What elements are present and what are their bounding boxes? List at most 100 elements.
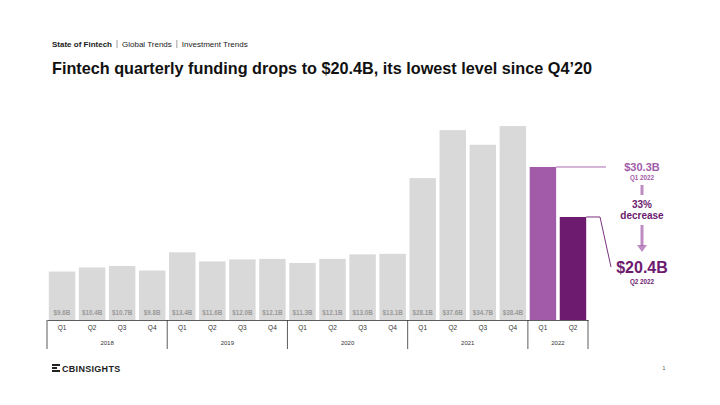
group-divider <box>407 320 408 349</box>
x-tick: Q1 <box>178 320 187 332</box>
arrow-head <box>637 245 647 252</box>
x-axis: Q1 Q2 Q3 Q4 Q1 Q2 Q3 Q4 Q1 Q2 Q3 Q4 Q1 Q2 Q3 Q4 Q1 Q2 <box>48 320 589 332</box>
x-tick-label: Q4 <box>388 324 397 332</box>
x-tick-label: Q3 <box>358 324 367 332</box>
x-tick-label: Q1 <box>58 324 67 332</box>
data-label: $11.6B <box>202 309 222 317</box>
bar <box>79 267 105 320</box>
data-label: $10.4B <box>82 309 103 317</box>
x-tick: Q2 <box>88 320 97 332</box>
x-tick-label: Q1 <box>418 324 427 332</box>
bar <box>530 167 556 320</box>
logo-icon <box>52 364 60 366</box>
change-label: decrease <box>620 210 664 221</box>
header-separator <box>117 40 118 48</box>
data-label: $13.1B <box>382 309 403 317</box>
x-tick-label: Q1 <box>178 324 187 332</box>
x-tick-label: Q2 <box>448 324 457 332</box>
data-label: $9.6B <box>54 309 71 317</box>
bar <box>440 130 466 320</box>
bar <box>470 145 496 320</box>
data-label: $13.0B <box>352 309 373 317</box>
x-tick-label: Q2 <box>88 324 97 332</box>
group-divider <box>47 320 48 349</box>
group-divider <box>588 320 589 349</box>
arrow-shaft <box>641 185 644 195</box>
data-label: $9.8B <box>144 309 161 317</box>
header-item: State of Fintech <box>52 40 112 49</box>
page-number: 1 <box>662 365 666 371</box>
logo-icon <box>52 367 57 369</box>
group-label: 2021 <box>461 340 475 346</box>
x-tick-label: Q1 <box>298 324 307 332</box>
x-tick: Q2 <box>448 320 457 332</box>
bar <box>560 217 586 320</box>
x-axis-line <box>48 320 589 321</box>
x-tick-label: Q3 <box>118 324 127 332</box>
x-tick: Q1 <box>539 320 548 332</box>
bar <box>49 272 75 320</box>
x-tick: Q1 <box>298 320 307 332</box>
x-tick: Q2 <box>328 320 337 332</box>
x-tick: Q4 <box>509 320 518 332</box>
x-tick-label: Q2 <box>328 324 337 332</box>
callouts: $30.3BQ1 2022$20.4BQ2 202233%decrease <box>556 161 668 286</box>
bar <box>169 252 195 320</box>
callout-sublabel: Q2 2022 <box>630 278 655 286</box>
x-tick: Q3 <box>238 320 247 332</box>
data-label: $12.0B <box>232 309 253 317</box>
bar <box>409 178 435 320</box>
bar <box>319 259 345 320</box>
data-label: $10.7B <box>112 309 133 317</box>
x-groups: 20182019202020212022 <box>47 320 588 349</box>
x-tick-label: Q2 <box>208 324 217 332</box>
x-tick: Q4 <box>268 320 277 332</box>
group-label: 2019 <box>221 340 235 346</box>
data-label: $37.6B <box>443 309 464 317</box>
x-tick: Q2 <box>208 320 217 332</box>
x-tick-label: Q4 <box>268 324 277 332</box>
data-label: $11.3B <box>292 309 312 317</box>
logo: CBINSIGHTS <box>52 364 121 374</box>
x-tick-label: Q2 <box>569 324 578 332</box>
x-tick-label: Q1 <box>539 324 548 332</box>
bars <box>49 126 586 320</box>
x-tick-label: Q3 <box>238 324 247 332</box>
bar <box>379 254 405 320</box>
callout-line <box>556 166 606 167</box>
arrow-shaft <box>641 225 644 246</box>
chart-svg: State of FintechGlobal TrendsInvestment … <box>0 0 720 405</box>
group-divider <box>287 320 288 349</box>
x-tick: Q3 <box>478 320 487 332</box>
logo-icon <box>52 370 60 372</box>
chart-container: State of FintechGlobal TrendsInvestment … <box>0 0 720 405</box>
x-tick-label: Q4 <box>509 324 518 332</box>
x-tick: Q4 <box>388 320 397 332</box>
x-tick: Q1 <box>58 320 67 332</box>
bar <box>500 126 526 320</box>
bar <box>139 271 165 320</box>
callout-sublabel: Q1 2022 <box>630 174 655 182</box>
callout-value: $20.4B <box>616 259 668 276</box>
bar <box>259 259 285 320</box>
x-tick: Q4 <box>148 320 157 332</box>
group-label: 2020 <box>341 340 355 346</box>
bar <box>199 261 225 320</box>
x-tick: Q3 <box>118 320 127 332</box>
callout-line <box>586 217 611 267</box>
logo-text: CBINSIGHTS <box>62 364 121 374</box>
data-label: $12.1B <box>262 309 283 317</box>
x-tick-label: Q4 <box>148 324 157 332</box>
data-label: $12.1B <box>322 309 343 317</box>
data-label: $34.7B <box>473 309 494 317</box>
x-tick: Q3 <box>358 320 367 332</box>
header-item: Global Trends <box>122 40 172 49</box>
x-tick: Q2 <box>569 320 578 332</box>
bar <box>349 254 375 320</box>
group-label: 2022 <box>551 340 565 346</box>
title: Fintech quarterly funding drops to $20.4… <box>52 59 592 78</box>
bar <box>109 266 135 320</box>
group-divider <box>527 320 528 349</box>
data-label: $28.1B <box>413 309 434 317</box>
x-tick-label: Q3 <box>478 324 487 332</box>
